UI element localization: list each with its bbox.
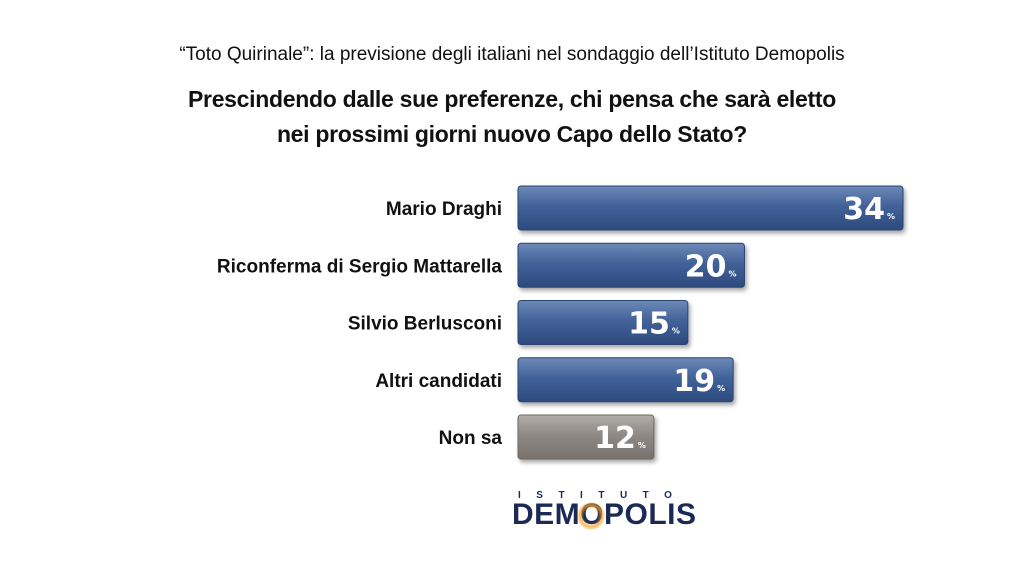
percent-sign: % <box>638 441 646 450</box>
bar <box>517 300 689 345</box>
percent-sign: % <box>717 384 725 393</box>
bar <box>517 357 734 403</box>
bar <box>517 185 904 231</box>
chart-subtitle: “Toto Quirinale”: la previsione degli it… <box>179 44 845 65</box>
bar <box>517 242 745 288</box>
bar <box>517 414 655 460</box>
value-label: 19 <box>673 364 715 399</box>
value-label: 12 <box>594 421 636 456</box>
value-label: 34 <box>843 192 885 227</box>
chart-title: Prescindendo dalle sue preferenze, chi p… <box>0 82 1024 152</box>
bars-group: Mario Draghi 34 % Riconferma di Sergio Matt… <box>217 185 904 460</box>
value-label: 20 <box>685 249 727 284</box>
category-label: Non sa <box>439 428 503 449</box>
logo-main-text: DEMOPOLIS <box>512 498 697 531</box>
category-label: Silvio Berlusconi <box>348 314 502 335</box>
percent-sign: % <box>728 269 736 278</box>
chart-title-line-1: Prescindendo dalle sue preferenze, chi p… <box>188 86 836 112</box>
logo-o-letter: O <box>580 498 605 531</box>
value-label: 15 <box>628 307 670 342</box>
bar-chart: Mario Draghi 34 % Riconferma di Sergio Matt… <box>217 185 904 460</box>
category-label: Altri candidati <box>375 371 502 392</box>
percent-sign: % <box>672 327 680 336</box>
category-label: Riconferma di Sergio Mattarella <box>217 256 503 277</box>
percent-sign: % <box>887 212 895 221</box>
chart-title-line-2: nei prossimi giorni nuovo Capo dello Sta… <box>276 121 748 147</box>
category-label: Mario Draghi <box>386 199 502 220</box>
demopolis-logo: ISTITUTO DEMOPOLIS <box>512 490 742 532</box>
logo-top-text: ISTITUTO <box>518 490 688 501</box>
